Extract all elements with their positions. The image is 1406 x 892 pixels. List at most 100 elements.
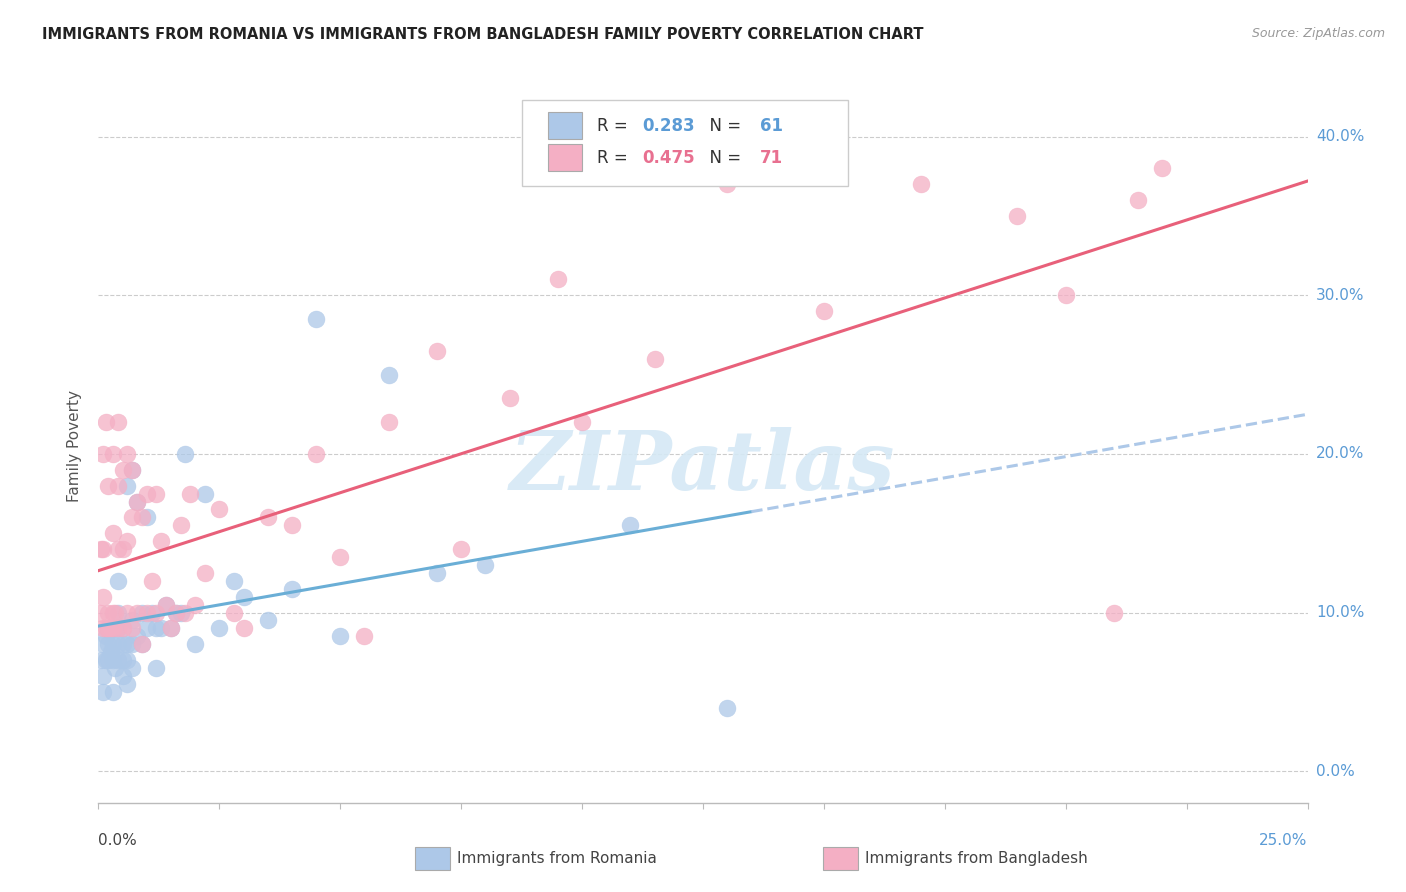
Point xyxy=(165,606,187,620)
Text: N =: N = xyxy=(699,117,747,135)
Point xyxy=(426,566,449,580)
Point xyxy=(107,653,129,667)
Text: 25.0%: 25.0% xyxy=(1260,833,1308,848)
Point xyxy=(450,542,472,557)
Point xyxy=(111,637,134,651)
Point xyxy=(1007,209,1029,223)
Point xyxy=(117,478,139,492)
Point xyxy=(145,661,167,675)
Point xyxy=(208,502,231,516)
Point xyxy=(121,661,143,675)
Point xyxy=(97,478,120,492)
Point xyxy=(619,518,641,533)
Point xyxy=(107,542,129,557)
Point xyxy=(117,534,139,549)
Text: 40.0%: 40.0% xyxy=(1316,129,1364,145)
Point xyxy=(90,542,112,557)
Point xyxy=(281,518,304,533)
FancyBboxPatch shape xyxy=(548,112,582,139)
Point xyxy=(377,368,399,382)
Point xyxy=(101,606,124,620)
Point xyxy=(127,629,149,643)
Point xyxy=(160,621,183,635)
Point xyxy=(208,621,231,635)
Point xyxy=(498,392,520,406)
Point xyxy=(155,598,177,612)
Point xyxy=(111,621,134,635)
Text: Source: ZipAtlas.com: Source: ZipAtlas.com xyxy=(1251,27,1385,40)
Point xyxy=(256,614,278,628)
Point xyxy=(101,685,124,699)
Y-axis label: Family Poverty: Family Poverty xyxy=(67,390,83,502)
Point xyxy=(716,178,738,192)
Text: 10.0%: 10.0% xyxy=(1316,605,1364,620)
Point xyxy=(194,566,217,580)
Text: R =: R = xyxy=(596,117,633,135)
Point xyxy=(174,606,197,620)
Point xyxy=(135,606,157,620)
Point xyxy=(377,415,399,429)
Point xyxy=(184,637,207,651)
Point xyxy=(281,582,304,596)
Point xyxy=(121,637,143,651)
Point xyxy=(1102,606,1125,620)
Text: IMMIGRANTS FROM ROMANIA VS IMMIGRANTS FROM BANGLADESH FAMILY POVERTY CORRELATION: IMMIGRANTS FROM ROMANIA VS IMMIGRANTS FR… xyxy=(42,27,924,42)
Point xyxy=(107,478,129,492)
Point xyxy=(100,645,122,659)
Point xyxy=(101,526,124,541)
Point xyxy=(305,312,328,326)
Point xyxy=(97,621,120,635)
Point xyxy=(101,653,124,667)
Point xyxy=(169,518,191,533)
Point xyxy=(194,486,217,500)
Point xyxy=(90,653,112,667)
Point xyxy=(426,343,449,358)
Point xyxy=(94,629,117,643)
Point xyxy=(94,653,117,667)
Point xyxy=(571,415,593,429)
Point xyxy=(131,510,153,524)
Point xyxy=(101,621,124,635)
Point xyxy=(222,574,245,588)
Text: 0.283: 0.283 xyxy=(643,117,695,135)
Point xyxy=(117,447,139,461)
Text: ZIPatlas: ZIPatlas xyxy=(510,427,896,508)
Point xyxy=(117,677,139,691)
Point xyxy=(94,415,117,429)
Point xyxy=(165,606,187,620)
Point xyxy=(716,700,738,714)
Point xyxy=(111,463,134,477)
Point xyxy=(94,621,117,635)
Point xyxy=(232,621,254,635)
Text: 61: 61 xyxy=(759,117,783,135)
Point xyxy=(222,606,245,620)
Point xyxy=(121,614,143,628)
Text: 20.0%: 20.0% xyxy=(1316,446,1364,461)
Point xyxy=(101,637,124,651)
Text: 0.0%: 0.0% xyxy=(1316,764,1354,779)
Point xyxy=(131,637,153,651)
Text: Immigrants from Romania: Immigrants from Romania xyxy=(457,851,657,865)
Point xyxy=(107,621,129,635)
Point xyxy=(100,621,122,635)
Point xyxy=(232,590,254,604)
Point xyxy=(135,621,157,635)
Point xyxy=(111,621,134,635)
Point xyxy=(121,510,143,524)
Point xyxy=(107,415,129,429)
Point xyxy=(474,558,496,572)
Point xyxy=(150,621,173,635)
Point xyxy=(91,621,114,635)
Point xyxy=(160,621,183,635)
Point xyxy=(111,653,134,667)
Point xyxy=(111,542,134,557)
Point xyxy=(121,463,143,477)
Point xyxy=(127,606,149,620)
Point xyxy=(97,653,120,667)
Text: 0.475: 0.475 xyxy=(643,149,695,167)
Point xyxy=(644,351,666,366)
Point xyxy=(174,447,197,461)
Point xyxy=(1152,161,1174,176)
Point xyxy=(1128,193,1150,207)
Point xyxy=(910,178,932,192)
